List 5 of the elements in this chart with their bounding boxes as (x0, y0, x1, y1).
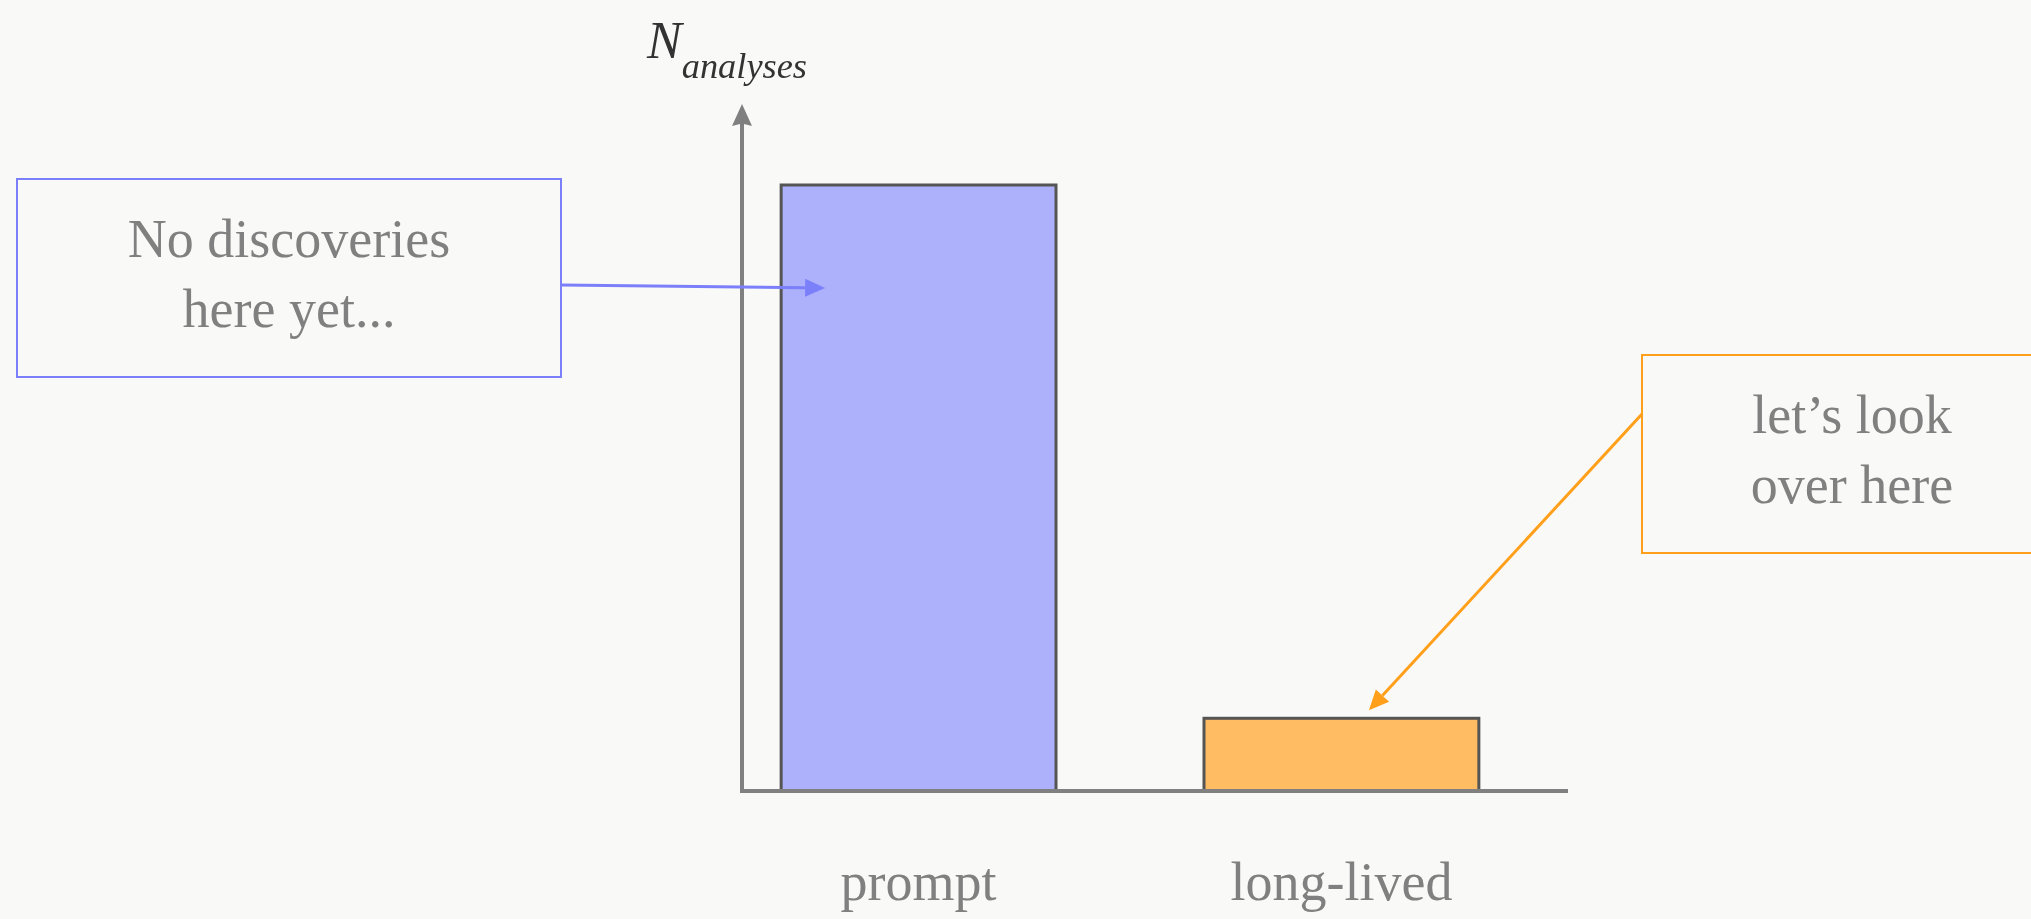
y-axis-title: N$_{analyses}$ (646, 12, 808, 86)
text: let’s look over here (1750, 385, 1954, 515)
x-tick-label: prompt (840, 852, 997, 912)
text: No discoveries here yet... (127, 209, 451, 339)
x-tick-label: long-lived (1230, 852, 1453, 912)
